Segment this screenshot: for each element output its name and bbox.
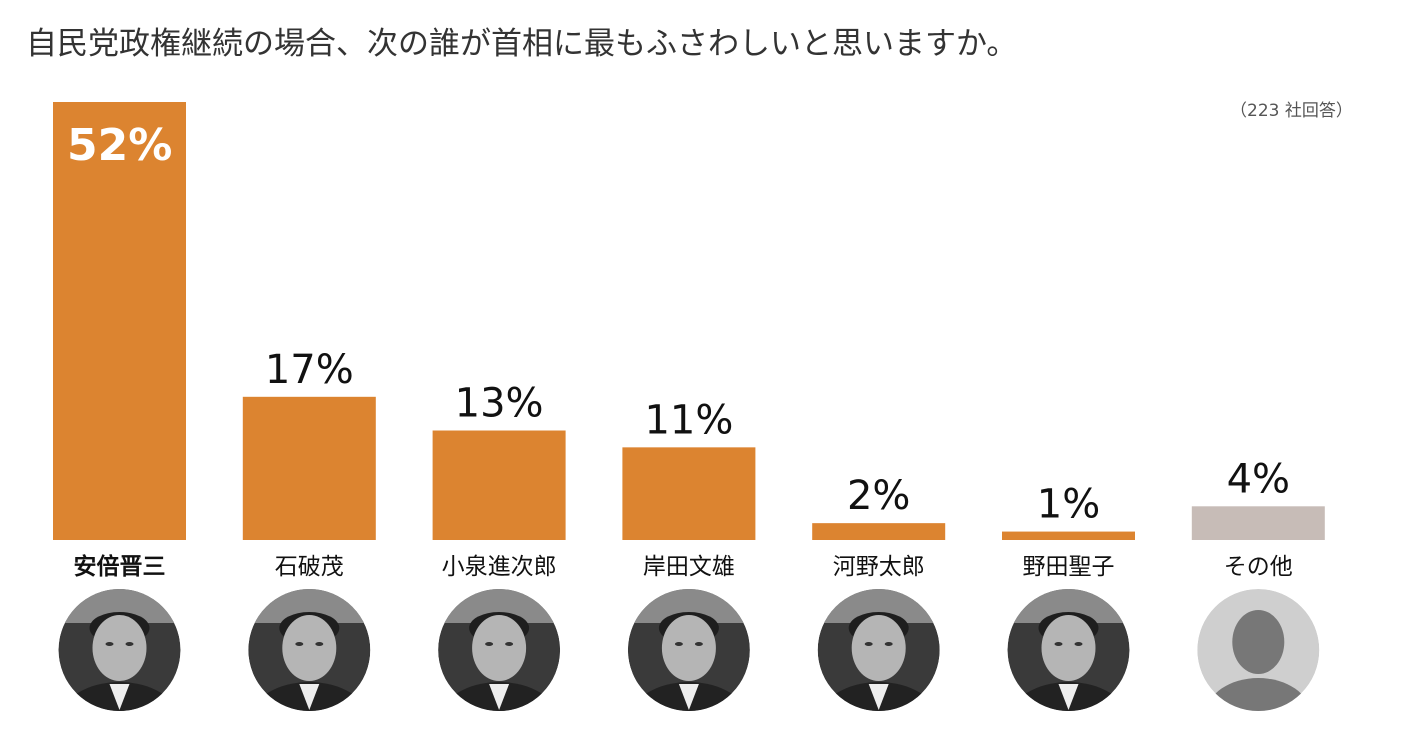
- category-label: 河野太郎: [833, 554, 925, 580]
- value-label: 1%: [1037, 482, 1100, 528]
- bar: [53, 102, 186, 540]
- chart-title: 自民党政権継続の場合、次の誰が首相に最もふさわしいと思いますか。: [26, 26, 1018, 62]
- value-label: 13%: [455, 381, 544, 427]
- bar: [622, 447, 756, 540]
- category-label: 安倍晋三: [74, 553, 166, 580]
- avatar: [248, 589, 371, 711]
- avatar: [817, 589, 940, 711]
- avatar: [1007, 589, 1130, 711]
- value-label: 4%: [1227, 456, 1290, 502]
- avatar: [627, 589, 750, 711]
- bar: [812, 523, 946, 540]
- category-label: 野田聖子: [1023, 554, 1115, 580]
- value-label: 17%: [265, 347, 354, 393]
- response-count-note: （223 社回答）: [1230, 101, 1353, 121]
- bar: [1002, 531, 1135, 540]
- avatar: [438, 589, 561, 711]
- value-label: 11%: [644, 397, 733, 443]
- value-label: 2%: [847, 473, 910, 519]
- placeholder-avatar: [1197, 589, 1320, 711]
- category-label: その他: [1224, 554, 1293, 580]
- category-label: 岸田文雄: [643, 554, 735, 580]
- category-label: 小泉進次郎: [442, 554, 557, 580]
- bar: [1191, 506, 1325, 540]
- bar: [432, 430, 566, 540]
- avatar: [58, 589, 181, 711]
- bar: [242, 396, 376, 540]
- category-label: 石破茂: [275, 554, 344, 580]
- value-label: 52%: [67, 120, 172, 171]
